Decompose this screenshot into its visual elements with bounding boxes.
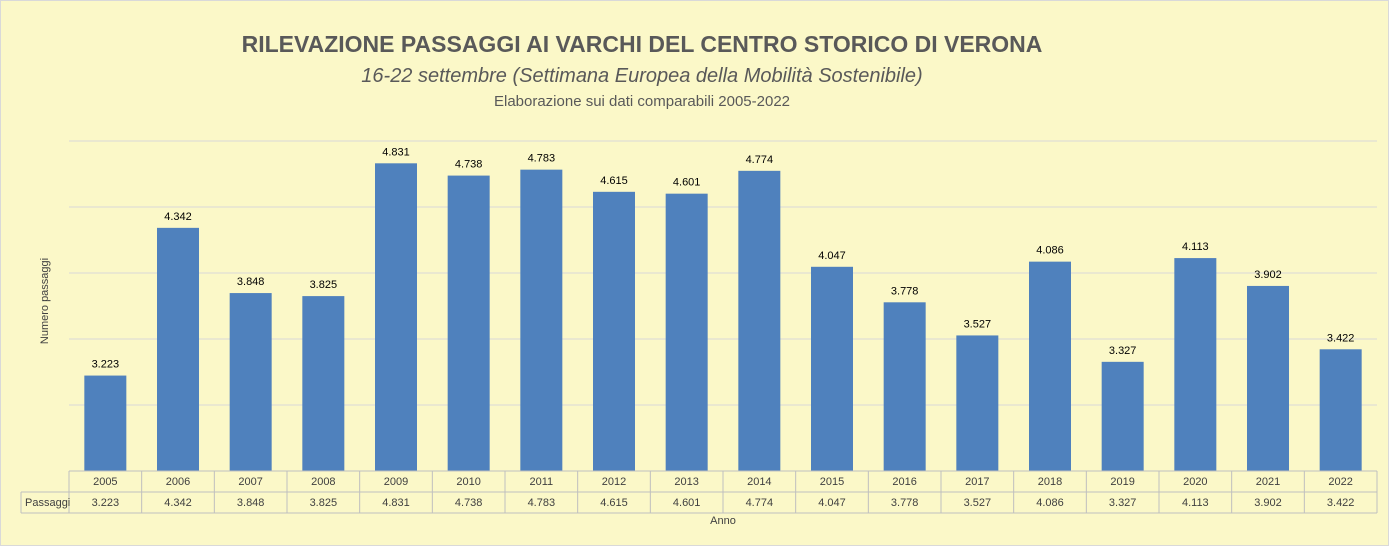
bar <box>665 193 708 471</box>
bar <box>1174 258 1217 471</box>
bar <box>375 163 417 472</box>
bar <box>1101 361 1144 471</box>
table-series-name: Passaggi <box>25 497 70 509</box>
data-label: 3.778 <box>891 285 919 297</box>
x-axis-label: Anno <box>710 515 736 527</box>
data-label: 4.738 <box>455 159 483 171</box>
x-tick-label: 2013 <box>674 476 698 488</box>
data-label: 4.047 <box>818 250 846 262</box>
x-tick-label: 2022 <box>1328 476 1352 488</box>
bar <box>447 175 490 472</box>
bar <box>883 302 926 471</box>
x-tick-label: 2006 <box>166 476 190 488</box>
bar <box>84 375 127 471</box>
data-label: 3.848 <box>237 276 265 288</box>
bar <box>593 191 635 471</box>
bar <box>520 169 563 472</box>
data-label: 3.902 <box>1254 269 1282 281</box>
x-tick-label: 2007 <box>238 476 262 488</box>
table-value: 3.825 <box>310 497 338 509</box>
data-label: 3.327 <box>1109 345 1137 357</box>
table-value: 4.047 <box>818 497 846 509</box>
bar <box>1029 261 1071 471</box>
table-value: 4.831 <box>382 497 410 509</box>
x-tick-label: 2019 <box>1110 476 1134 488</box>
data-label: 4.774 <box>746 154 774 166</box>
data-label: 4.615 <box>600 175 628 187</box>
data-label: 4.113 <box>1182 241 1209 253</box>
table-value: 3.902 <box>1254 497 1282 509</box>
bar <box>302 296 345 471</box>
data-label: 4.342 <box>164 211 192 223</box>
data-label: 4.831 <box>382 146 410 158</box>
chart-title: RILEVAZIONE PASSAGGI AI VARCHI DEL CENTR… <box>241 31 1043 57</box>
data-label: 4.783 <box>528 153 556 165</box>
table-value: 3.778 <box>891 497 919 509</box>
data-label: 3.223 <box>92 359 120 371</box>
x-tick-label: 2009 <box>384 476 408 488</box>
table-value: 4.601 <box>673 497 701 509</box>
chart-subtitle: 16-22 settembre (Settimana Europea della… <box>361 65 923 87</box>
x-tick-label: 2018 <box>1038 476 1062 488</box>
x-tick-label: 2011 <box>530 476 554 488</box>
x-tick-label: 2015 <box>820 476 844 488</box>
data-label: 4.086 <box>1036 245 1064 257</box>
x-tick-label: 2020 <box>1183 476 1207 488</box>
bar <box>229 293 272 471</box>
data-label: 3.422 <box>1327 332 1355 344</box>
bar <box>738 170 781 471</box>
x-tick-label: 2005 <box>93 476 117 488</box>
data-label: 4.601 <box>673 177 701 189</box>
data-label: 3.527 <box>964 318 992 330</box>
x-tick-label: 2016 <box>892 476 916 488</box>
x-tick-label: 2012 <box>602 476 626 488</box>
table-value: 3.848 <box>237 497 265 509</box>
bar <box>811 266 853 471</box>
table-value: 4.774 <box>746 497 774 509</box>
chart-note: Elaborazione sui dati comparabili 2005-2… <box>493 93 791 110</box>
table-value: 4.615 <box>600 497 628 509</box>
table-value: 4.783 <box>528 497 556 509</box>
table-value: 3.223 <box>92 497 120 509</box>
x-tick-label: 2008 <box>311 476 335 488</box>
table-value: 4.342 <box>164 497 192 509</box>
x-tick-label: 2010 <box>456 476 480 488</box>
x-tick-label: 2014 <box>747 476 771 488</box>
bar <box>1247 285 1289 471</box>
table-value: 3.327 <box>1109 497 1137 509</box>
bar <box>1319 349 1362 471</box>
x-tick-label: 2021 <box>1256 476 1280 488</box>
table-value: 4.113 <box>1182 497 1209 509</box>
table-value: 4.086 <box>1036 497 1064 509</box>
bar <box>956 335 999 471</box>
data-label: 3.825 <box>310 279 338 291</box>
x-tick-label: 2017 <box>965 476 989 488</box>
table-value: 3.422 <box>1327 497 1355 509</box>
bar <box>157 227 199 471</box>
table-value: 3.527 <box>964 497 992 509</box>
table-value: 4.738 <box>455 497 483 509</box>
